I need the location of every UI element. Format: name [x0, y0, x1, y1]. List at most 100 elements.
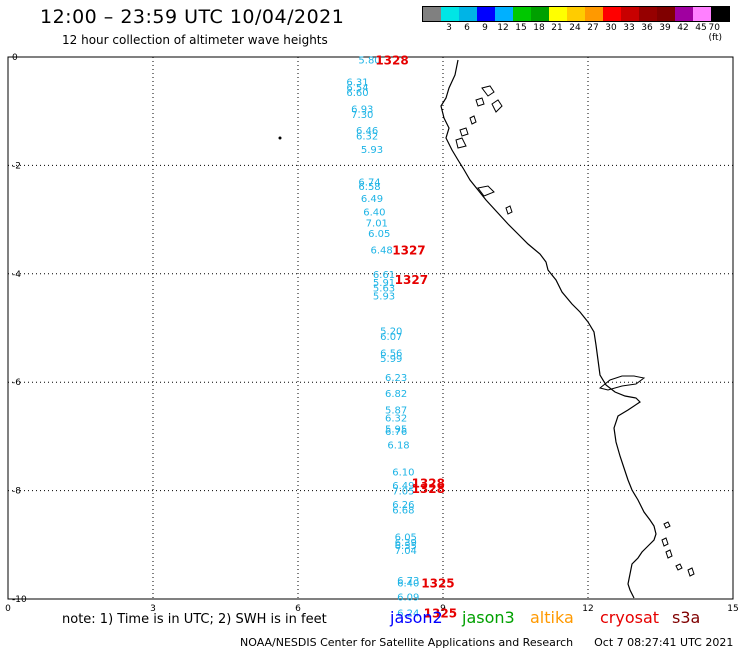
page-subtitle: 12 hour collection of altimeter wave hei… — [62, 33, 328, 47]
swh-value: 5.20 — [380, 327, 402, 338]
swh-value: 6.74 — [358, 178, 380, 189]
swh-value: 6.40 — [363, 207, 385, 218]
swh-value: 6.26 — [392, 500, 414, 511]
y-tick-label: -4 — [12, 270, 21, 280]
x-tick-label: 6 — [295, 604, 301, 614]
scale-label: 15 — [515, 23, 527, 33]
scale-swatch — [423, 7, 441, 21]
swh-value: 5.91 — [373, 278, 395, 289]
swh-value: 5.99 — [380, 354, 402, 365]
scale-label: 70 (ft) — [708, 23, 723, 43]
scale-swatch — [567, 7, 585, 21]
scale-swatch — [657, 7, 675, 21]
scale-swatch — [585, 7, 603, 21]
footer: NOAA/NESDIS Center for Satellite Applica… — [240, 636, 733, 649]
footer-timestamp: Oct 7 08:27:41 UTC 2021 — [594, 636, 734, 649]
legend-altika: altika — [530, 608, 574, 627]
swh-value: 7.04 — [395, 546, 417, 557]
swh-value: 6.46 — [356, 126, 378, 137]
scale-swatch — [639, 7, 657, 21]
swh-value: 6.58 — [358, 182, 380, 193]
pass-number: 1328 — [412, 482, 445, 496]
swh-value: 6.39 — [395, 538, 417, 549]
scale-label: 33 — [623, 23, 635, 33]
swh-value: 6.09 — [397, 592, 419, 603]
x-tick-label: 12 — [582, 604, 593, 614]
swh-value: 5.95 — [385, 424, 407, 435]
swh-value: 6.76 — [385, 427, 407, 438]
bay-inlet — [598, 375, 646, 391]
swh-value: 6.23 — [385, 373, 407, 384]
scale-label: 9 — [482, 23, 488, 33]
legend-note: note: 1) Time is in UTC; 2) SWH is in fe… — [62, 612, 327, 627]
swh-value: 6.18 — [387, 441, 409, 452]
x-tick-label: 9 — [440, 604, 446, 614]
swh-value: 7.30 — [351, 110, 373, 121]
island-cluster-south — [661, 521, 695, 577]
swh-value: 6.56 — [380, 348, 402, 359]
scale-label: 42 — [677, 23, 689, 33]
scale-swatch — [513, 7, 531, 21]
axis-ticks: 0 3 6 9 12 15 0 -2 -4 -6 -8 -10 — [5, 53, 739, 614]
scale-swatch — [459, 7, 477, 21]
swh-value: 6.82 — [385, 389, 407, 400]
swh-value: 5.93 — [373, 291, 395, 302]
legend-jason3: jason3 — [462, 608, 515, 627]
y-tick-label: 0 — [12, 53, 18, 63]
scale-swatch — [441, 7, 459, 21]
wave-height-values: 5.806.316.546.606.937.306.466.325.936.74… — [346, 56, 419, 620]
swh-value: 7.01 — [366, 218, 388, 229]
x-tick-label: 3 — [150, 604, 156, 614]
swh-value: 6.24 — [397, 609, 419, 620]
pass-number: 1327 — [392, 243, 425, 257]
swh-value: 6.61 — [373, 270, 395, 281]
plot-frame — [7, 56, 734, 600]
x-tick-label: 0 — [5, 604, 11, 614]
pass-number: 1328 — [412, 476, 445, 490]
scale-swatch — [531, 7, 549, 21]
scale-label: 18 — [533, 23, 545, 33]
scale-label: 30 — [605, 23, 617, 33]
scale-swatch — [477, 7, 495, 21]
swh-value: 5.87 — [385, 405, 407, 416]
swh-value: 6.32 — [356, 132, 378, 143]
scale-label: 27 — [587, 23, 599, 33]
swh-value: 6.07 — [380, 332, 402, 343]
swh-value: 5.63 — [373, 283, 395, 294]
y-tick-label: -8 — [12, 487, 21, 497]
swh-value: 6.32 — [385, 413, 407, 424]
scale-label: 45 — [695, 23, 707, 33]
swh-value: 6.54 — [346, 83, 368, 94]
small-island — [278, 136, 282, 140]
y-tick-label: -2 — [12, 161, 21, 171]
footer-credit: NOAA/NESDIS Center for Satellite Applica… — [240, 636, 574, 649]
y-tick-label: -6 — [12, 378, 21, 388]
scale-swatch — [549, 7, 567, 21]
color-scale-bar — [422, 6, 730, 22]
swh-value: 5.93 — [361, 145, 383, 156]
swh-value: 6.40 — [397, 579, 419, 590]
swh-value: 6.49 — [392, 481, 414, 492]
legend-jason2: jason2 — [390, 608, 443, 627]
scale-swatch — [693, 7, 711, 21]
scale-label: 21 — [551, 23, 563, 33]
swh-value: 6.48 — [371, 245, 393, 256]
y-tick-label: -10 — [12, 595, 27, 605]
scale-swatch — [495, 7, 513, 21]
scale-label: 6 — [464, 23, 470, 33]
x-tick-label: 15 — [727, 604, 738, 614]
pass-number: 1325 — [424, 607, 457, 621]
pass-number: 1328 — [375, 54, 408, 68]
scale-label: 36 — [641, 23, 653, 33]
scale-swatch — [621, 7, 639, 21]
scale-swatch — [603, 7, 621, 21]
scale-label: 3 — [446, 23, 452, 33]
legend-cryosat: cryosat — [600, 608, 660, 627]
coastline-path — [440, 59, 657, 599]
swh-value: 5.80 — [358, 56, 380, 67]
scale-label: 12 — [497, 23, 509, 33]
swh-value: 6.55 — [395, 541, 417, 552]
scale-swatch — [675, 7, 693, 21]
